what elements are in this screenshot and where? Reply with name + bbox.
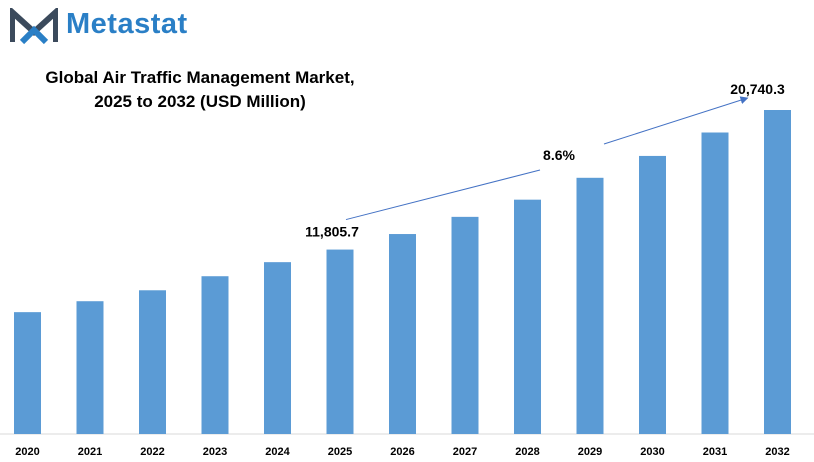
start-value-label: 11,805.7 (305, 224, 359, 240)
brand-name: Metastat (66, 8, 188, 40)
x-tick-label: 2029 (578, 446, 602, 458)
growth-arrow-left (345, 169, 541, 221)
bar-2031 (701, 132, 729, 435)
end-value-label: 20,740.3 (730, 81, 785, 97)
bar-2021 (76, 301, 104, 434)
metastat-logo-icon (10, 8, 58, 45)
brand-logo: Metastat (10, 6, 250, 46)
x-tick-label: 2031 (703, 446, 727, 458)
bar-2023 (201, 276, 229, 434)
bar-2030 (639, 155, 666, 434)
bar-2022 (139, 290, 166, 434)
chart-title-line-1: Global Air Traffic Management Market, (45, 68, 355, 87)
x-tick-label: 2030 (640, 446, 664, 458)
bar-2020 (14, 312, 41, 434)
bar-2028 (514, 199, 541, 434)
bar-2029 (576, 177, 604, 434)
x-tick-label: 2020 (15, 446, 39, 458)
x-tick-label: 2024 (265, 446, 290, 458)
x-tick-label: 2022 (140, 446, 164, 458)
x-tick-label: 2027 (453, 446, 477, 458)
x-tick-label: 2025 (328, 446, 352, 458)
chart-title-line-2: 2025 to 2032 (USD Million) (94, 92, 306, 111)
chart-title: Global Air Traffic Management Market, 20… (10, 66, 390, 114)
growth-annotations: 11,805.7 20,740.3 8.6% (305, 81, 785, 240)
growth-arrow-right (603, 96, 749, 145)
x-axis-ticks: 2020 2021 2022 2023 2024 2025 2026 2027 2028 2029… (15, 446, 789, 458)
x-tick-label: 2021 (78, 446, 102, 458)
bar-series (14, 110, 791, 435)
x-tick-label: 2028 (515, 446, 539, 458)
bar-2024 (264, 262, 291, 434)
bar-2027 (451, 216, 479, 434)
x-tick-label: 2026 (390, 446, 414, 458)
cagr-label: 8.6% (543, 147, 575, 163)
x-tick-label: 2023 (203, 446, 227, 458)
x-tick-label: 2032 (765, 446, 789, 458)
bar-2025 (326, 249, 354, 434)
bar-2032 (764, 110, 791, 434)
bar-2026 (389, 234, 416, 434)
